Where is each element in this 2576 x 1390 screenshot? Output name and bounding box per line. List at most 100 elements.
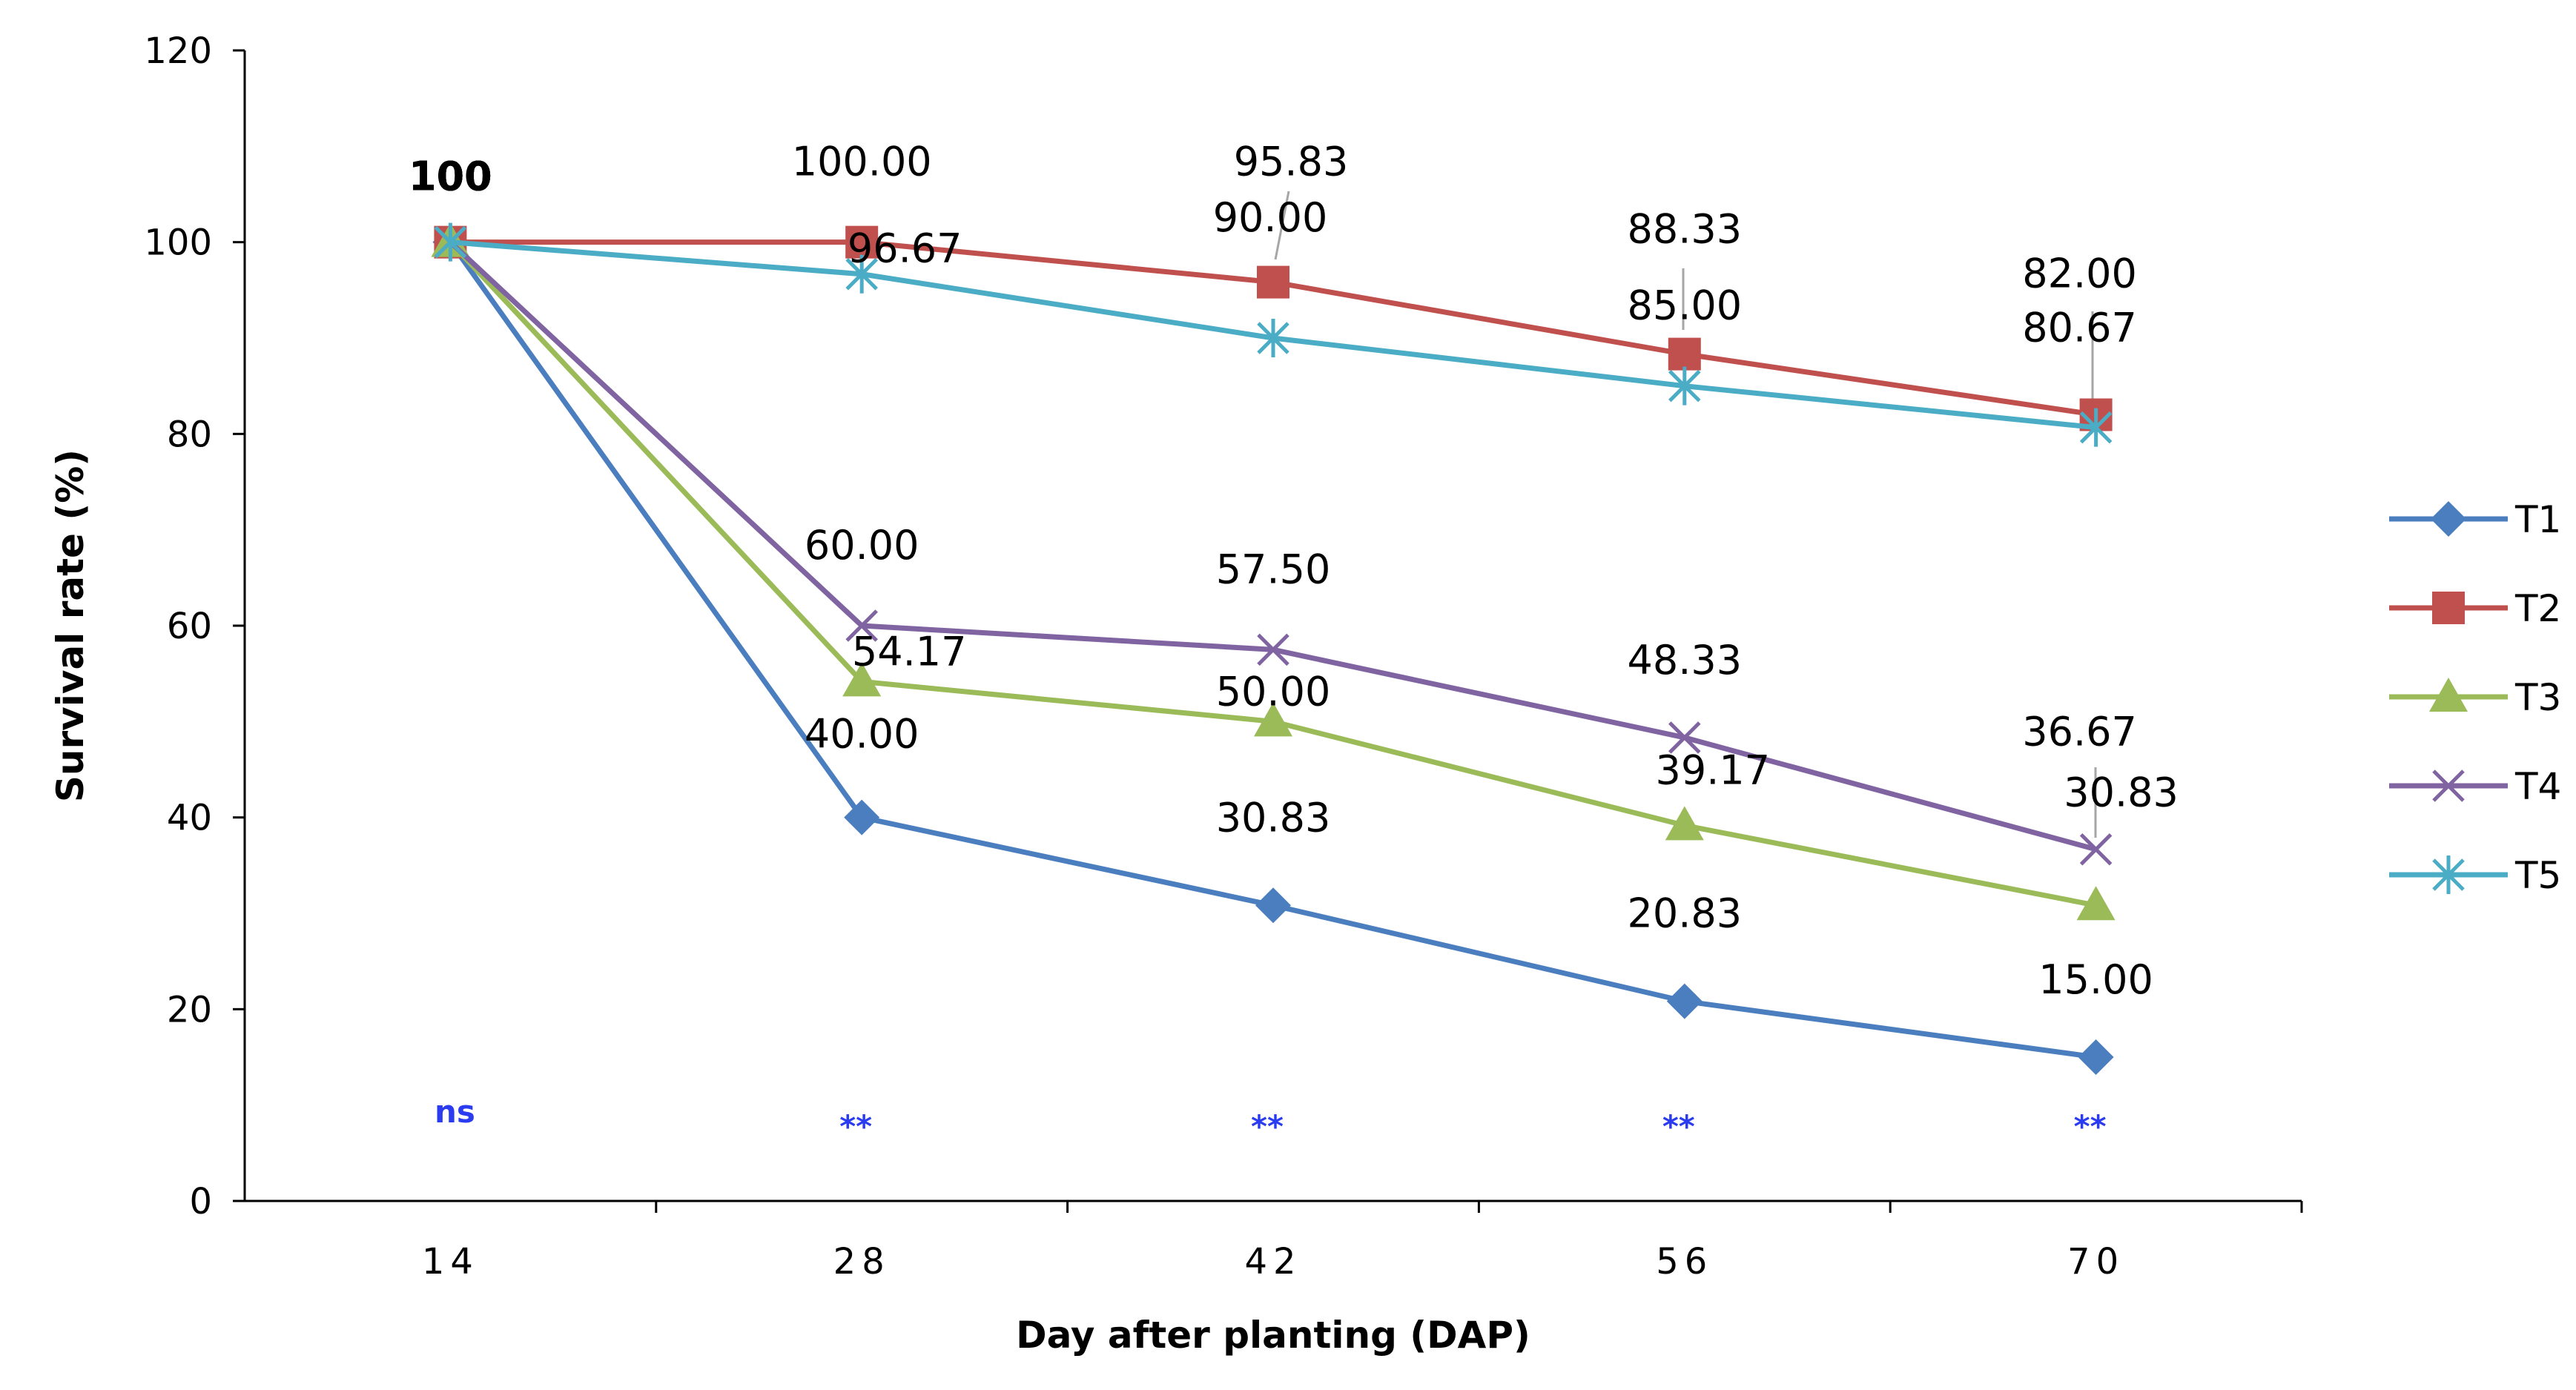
y-tick-label: 100 — [144, 222, 212, 264]
legend-marker — [2432, 770, 2465, 802]
data-point-t5 — [434, 222, 467, 262]
data-point-t5 — [845, 254, 878, 294]
diamond-marker — [2431, 501, 2466, 537]
data-label-t4: 100 — [409, 153, 492, 200]
data-point-t1 — [844, 799, 880, 835]
triangle-marker — [2076, 886, 2116, 921]
data-point-t1 — [1255, 887, 1291, 924]
legend-label: T4 — [2514, 765, 2561, 808]
data-label-t4: 57.50 — [1216, 546, 1331, 592]
data-label-t2: 88.33 — [1628, 206, 1743, 253]
legend-item-t5: T5 — [2389, 854, 2561, 897]
data-point-t5 — [1257, 319, 1289, 357]
significance-label: ** — [2074, 1108, 2107, 1145]
data-point-t4 — [1257, 633, 1289, 666]
x-marker-stroke — [2079, 833, 2113, 866]
legend-item-t4: T4 — [2389, 765, 2561, 808]
data-label-t5: 100 — [409, 153, 492, 200]
data-label-t1: 15.00 — [2038, 956, 2153, 1003]
data-point-t3 — [1254, 702, 1292, 737]
triangle-marker — [2429, 678, 2468, 712]
significance-label: ** — [1251, 1108, 1284, 1145]
data-point-t3 — [842, 662, 882, 697]
data-label-t2: 100.00 — [792, 139, 932, 185]
data-label-t1: 30.83 — [1216, 794, 1331, 841]
label-leader-lines — [1274, 191, 2097, 838]
diamond-marker — [1255, 887, 1291, 924]
significance-label: ** — [839, 1108, 872, 1145]
data-point-t1 — [1666, 983, 1703, 1019]
y-tick-label: 120 — [144, 30, 212, 72]
square-marker — [1257, 265, 1289, 299]
legend-label: T2 — [2514, 587, 2561, 630]
y-axis-title: Survival rate (%) — [49, 449, 92, 802]
data-label-t4: 36.67 — [2022, 709, 2137, 755]
data-label-t3: 39.17 — [1656, 747, 1771, 793]
x-marker-stroke — [845, 609, 878, 642]
x-marker-stroke — [1257, 633, 1289, 666]
triangle-marker — [1254, 702, 1292, 737]
diamond-marker — [1666, 983, 1703, 1019]
diamond-marker — [2078, 1039, 2114, 1075]
y-tick-label: 40 — [167, 798, 212, 839]
data-label-t4: 48.33 — [1628, 637, 1743, 684]
triangle-marker — [1665, 806, 1704, 841]
legend-item-t1: T1 — [2389, 498, 2561, 541]
x-tick-label: 14 — [422, 1241, 479, 1283]
triangle-marker — [842, 662, 882, 697]
legend-item-t2: T2 — [2389, 587, 2561, 630]
data-point-t3 — [1665, 806, 1704, 841]
data-label-t2: 82.00 — [2022, 250, 2137, 297]
y-tick-label: 60 — [167, 606, 212, 647]
legend: T1 T2 T3 T4 T5 — [2389, 498, 2561, 897]
diamond-marker — [844, 799, 880, 835]
data-label-t5: 80.67 — [2022, 305, 2137, 351]
series-lines — [431, 222, 2116, 1075]
data-point-t4 — [2079, 833, 2113, 866]
x-tick-label: 28 — [833, 1241, 891, 1283]
leader-line-t2-42 — [1274, 191, 1290, 260]
square-marker — [1668, 337, 1701, 371]
y-tick-label: 20 — [167, 989, 212, 1030]
x-axis-title: Day after planting (DAP) — [1016, 1314, 1530, 1357]
data-point-t2 — [845, 225, 879, 259]
data-label-t3: 30.83 — [2064, 769, 2179, 815]
legend-label: T3 — [2514, 676, 2561, 719]
y-ticks: 0 20 40 60 80 100 120 — [144, 30, 245, 1222]
data-point-t3 — [2076, 886, 2116, 921]
legend-label: T5 — [2514, 854, 2561, 897]
data-label-t5: 96.67 — [848, 225, 962, 272]
data-label-t5: 90.00 — [1213, 194, 1328, 241]
x-ticks: 14 28 42 56 70 — [422, 1201, 2303, 1283]
x-tick-label: 56 — [1656, 1241, 1713, 1283]
data-point-t1 — [2078, 1039, 2114, 1075]
legend-item-t3: T3 — [2389, 676, 2561, 719]
legend-marker — [2432, 592, 2465, 624]
significance-label: ns — [435, 1093, 475, 1130]
x-marker-stroke — [1668, 721, 1701, 754]
data-label-t1: 100 — [409, 153, 492, 200]
legend-marker — [2431, 501, 2466, 537]
x-tick-label: 70 — [2067, 1241, 2124, 1283]
data-point-t2 — [1257, 265, 1289, 299]
x-marker-stroke — [2432, 770, 2465, 802]
significance-label: ** — [1662, 1108, 1695, 1145]
data-label-t5: 85.00 — [1628, 282, 1743, 329]
data-label-t3: 100 — [409, 153, 492, 200]
y-tick-label: 0 — [189, 1181, 212, 1222]
data-label-t2: 95.83 — [1234, 139, 1349, 185]
data-point-t2 — [1668, 337, 1701, 371]
data-label-t3: 54.17 — [852, 628, 967, 675]
data-label-t3: 50.00 — [1216, 668, 1331, 715]
data-point-t4 — [845, 609, 878, 642]
y-tick-label: 80 — [167, 414, 212, 455]
data-point-t5 — [2079, 408, 2113, 447]
legend-label: T1 — [2514, 498, 2561, 541]
data-label-t4: 60.00 — [805, 522, 919, 569]
significance-labels: ns ** ** ** ** — [435, 1093, 2107, 1145]
data-point-t5 — [1668, 366, 1701, 406]
data-label-t1: 20.83 — [1628, 890, 1743, 937]
square-marker — [845, 225, 879, 259]
